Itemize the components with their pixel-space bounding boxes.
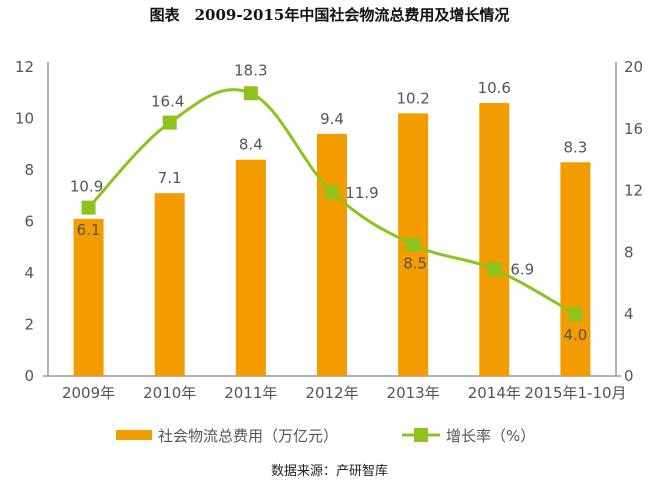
legend-bar-swatch [116,430,152,440]
line-marker [487,262,502,277]
x-tick-label: 2014年 [468,384,521,402]
bar [479,103,510,377]
legend-line-marker [414,428,428,442]
right-tick-label: 0 [624,367,634,385]
chart-title: 图表 2009-2015年中国社会物流总费用及增长情况 [149,6,510,24]
left-tick-label: 0 [24,367,34,385]
line-data-label: 8.5 [403,255,427,273]
bar-data-label: 7.1 [158,169,182,187]
x-tick-label: 2012年 [305,384,358,402]
right-tick-label: 12 [624,182,643,200]
right-tick-label: 16 [624,120,643,138]
legend-line-label: 增长率（%） [446,427,535,445]
right-tick-label: 4 [624,305,634,323]
line-marker [325,185,339,200]
x-tick-label: 2009年 [62,384,115,402]
line-data-label: 11.9 [345,184,378,202]
line-marker [568,307,583,322]
right-tick-label: 20 [624,58,643,76]
line-data-label: 6.9 [510,260,534,278]
line-data-label: 16.4 [151,93,184,111]
line-marker [406,237,421,252]
line-data-label: 10.9 [70,178,103,196]
line-data-label: 4.0 [563,326,587,344]
bar [73,218,104,376]
x-tick-label: 2013年 [387,384,440,402]
x-tick-label: 2010年 [143,384,196,402]
bar-data-label: 6.1 [77,221,101,239]
bar-data-label: 8.4 [239,136,263,154]
left-tick-label: 12 [15,58,34,76]
x-tick-label: 2015年1-10月 [524,384,626,402]
left-tick-label: 4 [24,264,34,282]
line-marker [81,200,96,215]
bar [317,133,347,376]
left-tick-label: 6 [24,213,34,231]
legend-bar-label: 社会物流总费用（万亿元） [158,427,338,445]
line-marker [243,86,258,101]
left-tick-label: 10 [15,110,34,128]
left-tick-label: 2 [24,316,34,334]
source-note: 数据来源：产研智库 [270,464,388,479]
bar [560,162,591,376]
right-tick-label: 8 [624,243,634,261]
bar-data-label: 9.4 [320,110,344,128]
line-data-label: 18.3 [234,61,267,79]
bar [235,159,266,376]
line-marker [162,115,177,130]
bar-data-label: 10.6 [478,79,511,97]
bar [154,193,185,376]
bar-data-label: 8.3 [563,138,587,156]
x-tick-label: 2011年 [224,384,277,402]
left-tick-label: 8 [24,161,34,179]
bar-data-label: 10.2 [396,89,429,107]
